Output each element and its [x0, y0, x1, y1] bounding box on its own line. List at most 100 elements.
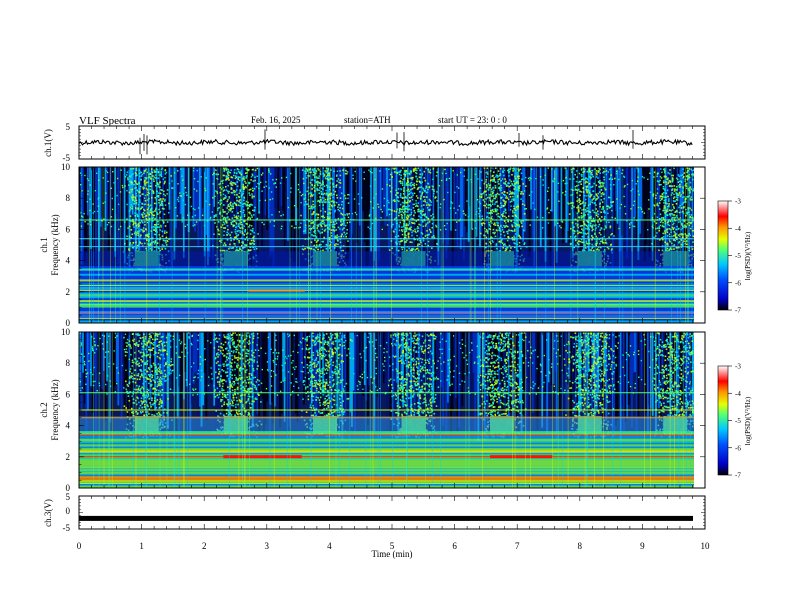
burst-speckle: [420, 241, 422, 244]
station-label: station=ATH: [344, 115, 391, 125]
spectrogram-speckle: [265, 181, 267, 183]
burst-speckle: [682, 168, 684, 170]
burst-speckle: [340, 218, 342, 220]
spectrogram-streak: [543, 167, 545, 234]
burst-speckle: [586, 207, 588, 209]
burst-speckle: [131, 233, 133, 236]
burst-speckle: [144, 224, 146, 226]
spectrogram-speckle: [363, 178, 365, 180]
burst-speckle: [504, 247, 507, 250]
burst-speckle: [339, 241, 342, 244]
burst-speckle: [570, 202, 573, 204]
burst-speckle: [492, 199, 494, 202]
burst-speckle: [135, 225, 138, 227]
spectrogram-streak: [359, 167, 361, 226]
spectrogram-speckle: [623, 195, 625, 198]
burst-speckle: [245, 175, 248, 178]
burst-speckle: [403, 224, 405, 226]
burst-speckle: [678, 241, 681, 243]
spectrogram-streak: [357, 167, 360, 230]
burst-speckle: [661, 193, 664, 195]
burst-speckle: [392, 230, 395, 232]
burst-speckle: [501, 239, 503, 241]
burst-speckle: [421, 220, 424, 222]
burst-speckle: [420, 212, 422, 215]
burst-speckle: [249, 233, 252, 235]
spectrogram-speckle: [270, 173, 272, 175]
spectrogram-speckle: [530, 177, 532, 180]
burst-speckle: [164, 200, 166, 202]
burst-speckle: [318, 192, 320, 195]
burst-speckle: [152, 226, 155, 228]
spectrogram-speckle: [547, 167, 549, 169]
burst-speckle: [682, 207, 685, 209]
spectrogram-speckle: [614, 217, 616, 219]
burst-speckle: [658, 208, 661, 210]
spectrogram-streak: [384, 167, 387, 226]
burst-speckle: [480, 222, 483, 225]
burst-speckle: [686, 196, 688, 198]
spectrogram-streak: [181, 167, 184, 223]
spectrogram-speckle: [476, 199, 479, 201]
burst-speckle: [317, 182, 320, 184]
spectrogram-streak: [450, 167, 453, 231]
burst-speckle: [231, 184, 234, 186]
burst-speckle: [329, 188, 331, 191]
spectrogram-streak: [632, 167, 635, 224]
burst-speckle: [252, 237, 254, 239]
burst-speckle: [499, 188, 501, 190]
burst-speckle: [490, 220, 492, 223]
burst-speckle: [243, 220, 245, 223]
burst-speckle: [680, 233, 683, 235]
spectrogram-streak: [461, 167, 464, 237]
spectrogram-streak: [311, 167, 313, 269]
burst-speckle: [679, 220, 682, 223]
burst-speckle: [324, 225, 326, 227]
spectrogram-speckle: [369, 171, 372, 173]
burst-speckle: [240, 218, 242, 220]
burst-speckle: [491, 237, 494, 239]
burst-speckle: [583, 178, 586, 181]
burst-speckle: [516, 224, 519, 226]
burst-speckle: [321, 220, 323, 223]
burst-speckle: [428, 186, 430, 189]
burst-speckle: [504, 182, 507, 185]
burst-speckle: [320, 222, 322, 224]
burst-speckle: [692, 235, 694, 238]
burst-speckle: [143, 172, 145, 175]
spectrogram-speckle: [421, 174, 423, 176]
burst-speckle: [422, 188, 425, 191]
burst-speckle: [517, 250, 519, 252]
burst-speckle: [668, 239, 671, 241]
spectrogram-speckle: [290, 187, 292, 189]
spectrogram-speckle: [670, 220, 672, 222]
burst-speckle: [683, 219, 685, 222]
burst-speckle: [318, 177, 320, 179]
spectrogram-streak: [445, 167, 448, 259]
burst-speckle: [422, 237, 425, 239]
burst-speckle: [421, 233, 424, 235]
burst-speckle: [335, 243, 337, 245]
burst-speckle: [322, 193, 325, 196]
burst-speckle: [666, 250, 669, 252]
burst-speckle: [602, 193, 605, 196]
ch1-waveform-ticks: [78, 125, 706, 160]
spectrogram-speckle: [206, 220, 209, 222]
burst-speckle: [408, 193, 410, 196]
burst-speckle: [243, 199, 245, 202]
burst-speckle: [311, 169, 314, 171]
burst-speckle: [139, 189, 141, 191]
burst-speckle: [415, 205, 417, 207]
spectrogram-speckle: [120, 169, 122, 171]
spectrogram-speckle: [531, 191, 533, 193]
figure-title: VLF Spectra: [79, 115, 136, 127]
burst-speckle: [480, 196, 483, 199]
spectrogram-speckle: [548, 212, 550, 214]
burst-speckle: [252, 246, 255, 249]
burst-speckle: [227, 203, 230, 206]
spectrogram-speckle: [321, 180, 324, 182]
burst-speckle: [405, 170, 408, 172]
burst-speckle: [597, 192, 599, 195]
burst-speckle: [611, 248, 613, 250]
burst-speckle: [573, 226, 575, 228]
